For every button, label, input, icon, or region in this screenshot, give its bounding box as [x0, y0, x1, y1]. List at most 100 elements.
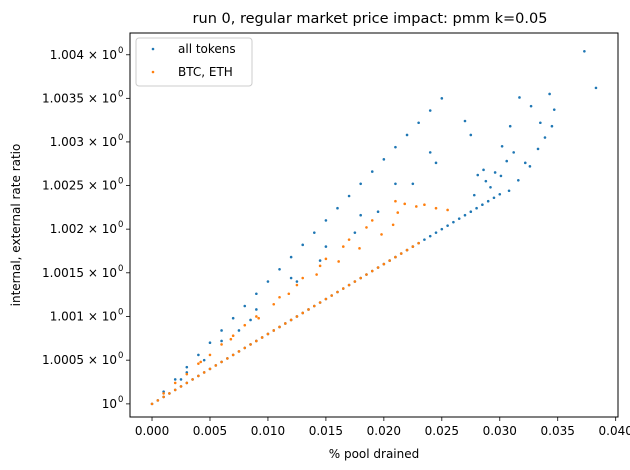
data-point: [376, 266, 380, 269]
data-point: [202, 371, 206, 374]
data-point: [324, 219, 328, 222]
data-point: [359, 213, 362, 217]
y-tick-label: 1.004 × 10: [50, 48, 117, 62]
data-point: [396, 211, 400, 214]
x-tick-label: 0.000: [135, 424, 169, 438]
legend-marker-btc-eth: [151, 70, 155, 74]
legend-label-btc-eth: BTC, ETH: [178, 65, 233, 79]
data-point: [257, 316, 260, 320]
data-point: [301, 243, 305, 247]
data-point: [173, 378, 177, 381]
data-point: [358, 247, 361, 250]
chart-title: run 0, regular market price impact: pmm …: [193, 11, 548, 27]
data-point: [179, 378, 183, 381]
data-point: [185, 372, 189, 376]
x-tick-label: 0.030: [483, 424, 517, 438]
legend: all tokens BTC, ETH: [135, 37, 253, 87]
data-point: [287, 292, 291, 296]
data-point: [197, 362, 200, 365]
data-point: [237, 350, 241, 353]
data-point: [359, 182, 362, 186]
data-point: [523, 161, 527, 165]
data-point: [255, 308, 258, 311]
data-point: [380, 233, 383, 236]
data-point: [353, 280, 357, 283]
data-point: [347, 194, 351, 198]
data-point: [208, 353, 212, 357]
x-axis-label: % pool drained: [329, 447, 420, 461]
data-point: [220, 343, 223, 346]
data-point: [307, 308, 310, 311]
data-point: [446, 208, 449, 212]
data-point: [301, 276, 305, 280]
data-point: [231, 316, 235, 320]
data-point: [550, 124, 554, 128]
data-point: [405, 248, 409, 252]
data-point: [440, 97, 444, 100]
data-point: [295, 315, 299, 318]
data-point: [330, 294, 333, 297]
data-point: [370, 170, 374, 173]
data-point: [415, 205, 418, 208]
x-tick-label: 0.015: [309, 424, 343, 438]
y-tick-exponent: 0: [118, 89, 123, 99]
y-tick-label: 1.002 × 10: [50, 222, 117, 236]
x-tick-label: 0.010: [251, 424, 285, 438]
data-point: [255, 339, 258, 343]
y-tick-label: 1.003 × 10: [50, 135, 117, 149]
data-point: [226, 357, 229, 360]
data-point: [214, 364, 218, 367]
data-point: [208, 367, 212, 371]
data-point: [434, 231, 438, 234]
data-point: [482, 168, 485, 172]
x-tick-label: 0.025: [425, 424, 459, 438]
data-point: [185, 365, 189, 369]
series-btc-eth: [150, 199, 449, 406]
data-point: [457, 217, 461, 220]
data-point: [463, 213, 467, 217]
data-point: [162, 392, 165, 395]
data-point: [365, 226, 368, 229]
y-tick-label: 1.0015 × 10: [42, 266, 117, 280]
data-point: [394, 182, 397, 186]
data-point: [173, 388, 177, 392]
data-point: [150, 402, 154, 406]
data-point: [272, 302, 276, 306]
data-point: [249, 343, 252, 346]
data-point: [278, 268, 281, 271]
data-point: [284, 322, 287, 325]
data-point: [507, 189, 511, 193]
data-point: [347, 283, 351, 287]
data-point: [370, 219, 374, 222]
data-point: [260, 336, 264, 339]
y-tick-label: 1.0035 × 10: [42, 91, 117, 105]
data-point: [394, 199, 397, 203]
data-point: [399, 252, 403, 255]
x-axis-ticks: 0.000 0.005 0.010 0.015 0.020 0.025 0.030 0.035…: [135, 417, 630, 438]
x-tick-label: 0.005: [193, 424, 227, 438]
data-point: [365, 273, 368, 276]
data-point: [452, 220, 455, 224]
data-point: [315, 273, 318, 276]
data-point: [486, 199, 490, 203]
data-point: [493, 171, 497, 174]
data-point: [266, 332, 270, 336]
data-point: [529, 104, 533, 108]
points-layer: [150, 49, 598, 406]
data-point: [428, 234, 432, 238]
data-point: [382, 158, 386, 161]
data-point: [594, 86, 598, 90]
data-point: [423, 238, 426, 241]
data-point: [376, 210, 380, 213]
data-point: [463, 119, 467, 123]
y-tick-exponent: 0: [118, 220, 123, 230]
data-point: [434, 206, 438, 210]
data-point: [347, 238, 351, 241]
data-point: [489, 185, 492, 189]
data-point: [173, 381, 177, 385]
data-point: [197, 353, 200, 357]
legend-marker-all-tokens: [151, 47, 155, 51]
data-point: [476, 173, 480, 177]
data-point: [411, 182, 415, 186]
data-point: [243, 323, 247, 327]
